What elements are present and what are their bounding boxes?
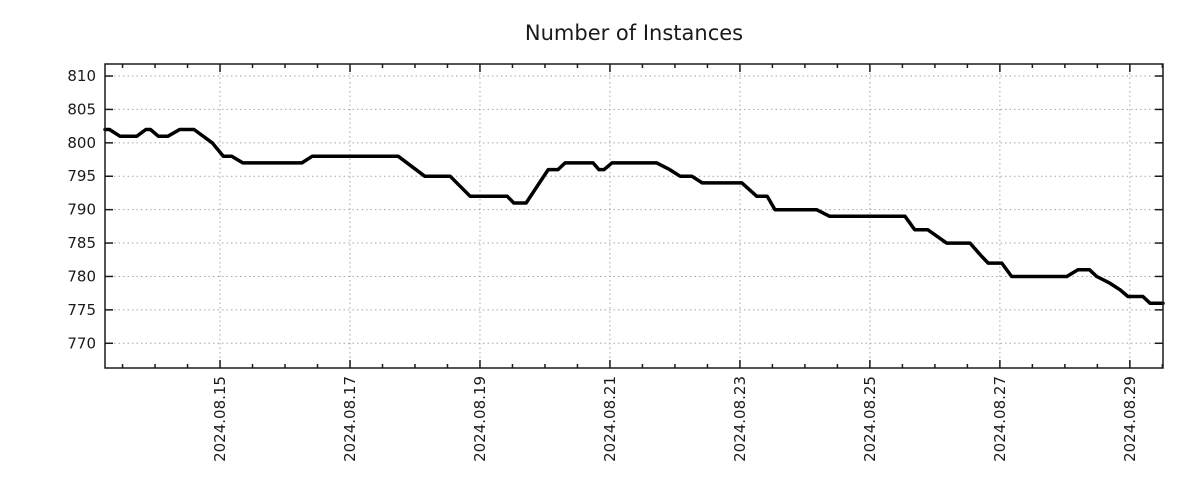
grid-layer bbox=[105, 64, 1163, 368]
series-layer bbox=[103, 127, 1165, 305]
y-tick-label: 795 bbox=[67, 167, 96, 185]
x-tick-label: 2024.08.23 bbox=[731, 376, 749, 462]
labels-layer: 810 805 800 795 790 785 780 775 770 2024.08.15 202… bbox=[67, 67, 1138, 462]
y-tick-label: 805 bbox=[67, 100, 96, 118]
x-tick-label: 2024.08.21 bbox=[601, 376, 619, 462]
axes-layer bbox=[104, 63, 1164, 369]
x-tick-label: 2024.08.25 bbox=[861, 376, 879, 462]
x-tick-label: 2024.08.15 bbox=[211, 376, 229, 462]
y-tick-label: 770 bbox=[67, 334, 96, 352]
y-tick-label: 810 bbox=[67, 67, 96, 85]
data-line-instances bbox=[103, 127, 1165, 305]
x-tick-label: 2024.08.19 bbox=[471, 376, 489, 462]
x-tick-label: 2024.08.29 bbox=[1121, 376, 1139, 462]
y-tick-label: 790 bbox=[67, 201, 96, 219]
y-tick-label: 780 bbox=[67, 267, 96, 285]
plot-border bbox=[104, 63, 1164, 369]
x-tick-label: 2024.08.27 bbox=[991, 376, 1009, 462]
y-tick-label: 800 bbox=[67, 134, 96, 152]
y-tick-label: 785 bbox=[67, 234, 96, 252]
y-tick-label: 775 bbox=[67, 301, 96, 319]
x-tick-label: 2024.08.17 bbox=[341, 376, 359, 462]
chart-title: Number of Instances bbox=[525, 21, 743, 45]
